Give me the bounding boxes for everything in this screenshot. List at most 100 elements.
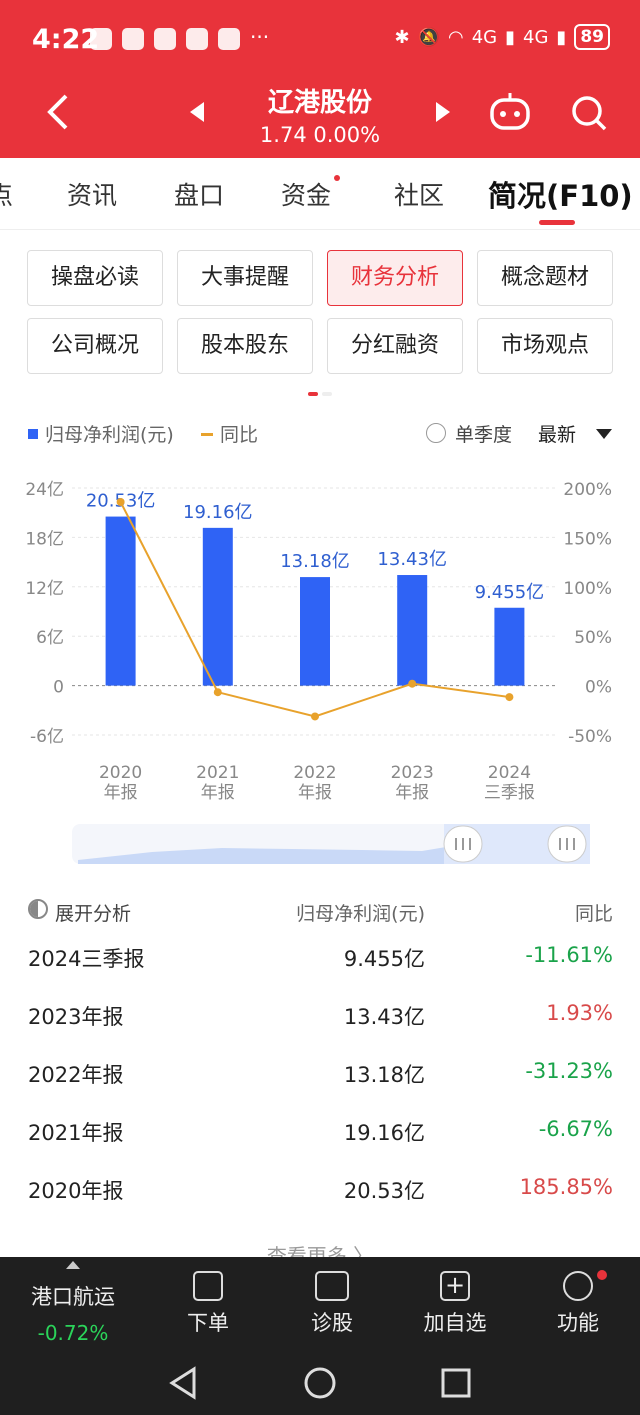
nav-bar: 辽港股份 1.74 0.00% xyxy=(0,80,640,158)
stock-title: 辽港股份 1.74 0.00% xyxy=(0,80,640,147)
tab-f10[interactable]: 简况(F10) xyxy=(488,179,633,213)
line-legend-label: 同比 xyxy=(220,424,259,446)
trading-guide-button[interactable]: 操盘必读 xyxy=(27,250,163,306)
sector-quote[interactable]: 港口航运 -0.72% xyxy=(20,1281,126,1345)
table-row[interactable]: 2022年报 13.18亿 -31.23% xyxy=(28,1045,613,1103)
x-axis-tick-label: 三季报 xyxy=(484,783,535,803)
status-bar: 4:22 ··· ✱ 🔕 ◠ 4G ▮ 4G ▮ 89 xyxy=(0,0,640,80)
battery-indicator: 89 xyxy=(574,24,610,50)
add-watchlist-button[interactable]: + 加自选 xyxy=(420,1271,490,1337)
next-stock-icon[interactable] xyxy=(436,102,450,122)
app-icon xyxy=(218,28,240,50)
yoy-point xyxy=(213,688,222,697)
range-slider[interactable] xyxy=(72,822,590,866)
events-button[interactable]: 大事提醒 xyxy=(177,250,313,306)
functions-notification-dot xyxy=(597,1270,607,1280)
x-axis-tick-label: 2023 xyxy=(391,763,434,783)
expand-analysis-icon[interactable] xyxy=(28,899,48,919)
active-tab-indicator xyxy=(539,220,575,225)
single-quarter-radio[interactable] xyxy=(426,423,446,443)
app-icon xyxy=(154,28,176,50)
prev-stock-icon[interactable] xyxy=(190,102,204,122)
status-time: 4:22 xyxy=(32,24,100,55)
col-profit-header: 归母净利润(元) xyxy=(296,903,425,925)
sector-up-icon xyxy=(66,1261,80,1269)
row-yoy: -6.67% xyxy=(538,1117,613,1141)
x-axis-tick-label: 年报 xyxy=(201,783,235,803)
page-indicator xyxy=(308,392,332,396)
analysis-header: 展开分析 归母净利润(元) 同比 xyxy=(28,895,613,929)
line-legend-swatch xyxy=(201,433,213,436)
analysis-table: 展开分析 归母净利润(元) 同比 2024三季报 9.455亿 -11.61% 202… xyxy=(28,895,613,1219)
financial-analysis-button[interactable]: 财务分析 xyxy=(327,250,463,306)
slider-left-handle[interactable] xyxy=(443,825,483,863)
market-views-button[interactable]: 市场观点 xyxy=(477,318,613,374)
order-button[interactable]: 下单 xyxy=(180,1271,236,1337)
tab-funds-notification-dot xyxy=(334,175,340,181)
app-icon xyxy=(122,28,144,50)
x-axis-tick-label: 年报 xyxy=(298,783,332,803)
nav-recents-icon[interactable] xyxy=(441,1368,471,1398)
app-header: 4:22 ··· ✱ 🔕 ◠ 4G ▮ 4G ▮ 89 辽港股份 1.74 0.… xyxy=(0,0,640,158)
row-profit: 19.16亿 xyxy=(343,1121,425,1145)
x-axis-tick-label: 年报 xyxy=(104,783,138,803)
signal-4g-label-2: 4G xyxy=(523,26,549,48)
bluetooth-icon: ✱ xyxy=(394,26,410,48)
row-profit: 20.53亿 xyxy=(343,1179,425,1203)
row-profit: 13.43亿 xyxy=(343,1005,425,1029)
notification-icons: ··· xyxy=(90,27,269,50)
bar-legend-swatch xyxy=(28,429,38,439)
nav-home-icon[interactable] xyxy=(304,1367,336,1399)
signal-4g-label: 4G xyxy=(471,26,498,48)
table-row[interactable]: 2024三季报 9.455亿 -11.61% xyxy=(28,929,613,987)
chevron-down-icon[interactable] xyxy=(596,429,612,439)
slider-right-handle[interactable] xyxy=(547,825,587,863)
bottom-toolbar: 港口航运 -0.72% 下单 诊股 + 加自选 功能 xyxy=(0,1257,640,1415)
row-profit: 9.455亿 xyxy=(343,947,425,971)
bar xyxy=(105,516,136,686)
concepts-button[interactable]: 概念题材 xyxy=(477,250,613,306)
table-row[interactable]: 2023年报 13.43亿 1.93% xyxy=(28,987,613,1045)
row-yoy: 1.93% xyxy=(546,1001,613,1025)
sector-name: 港口航运 xyxy=(31,1285,115,1309)
y-axis-tick-label: -6亿 xyxy=(30,727,64,747)
section-tabs: 点 资讯 盘口 资金 社区 简况(F10) xyxy=(0,158,640,230)
back-arrow-icon[interactable] xyxy=(40,92,80,132)
app-icon xyxy=(186,28,208,50)
order-icon xyxy=(193,1271,223,1301)
assistant-robot-icon[interactable] xyxy=(488,90,532,134)
diagnose-button[interactable]: 诊股 xyxy=(302,1271,362,1337)
single-quarter-label[interactable]: 单季度 xyxy=(455,424,513,446)
dividends-button[interactable]: 分红融资 xyxy=(327,318,463,374)
yoy-point xyxy=(311,712,319,721)
chart-svg: 24亿200%18亿150%12亿100%6亿50%00%-6亿-50%20.5… xyxy=(25,480,612,803)
yoy-point xyxy=(116,497,125,506)
bar xyxy=(202,527,233,686)
row-yoy: -11.61% xyxy=(525,943,613,967)
diagnose-icon xyxy=(315,1271,349,1301)
shareholders-button[interactable]: 股本股东 xyxy=(177,318,313,374)
signal-icon: ▮ xyxy=(556,26,567,48)
functions-button[interactable]: 功能 xyxy=(548,1271,608,1337)
table-row[interactable]: 2021年报 19.16亿 -6.67% xyxy=(28,1103,613,1161)
sort-dropdown-label[interactable]: 最新 xyxy=(538,424,577,446)
tab-news[interactable]: 资讯 xyxy=(67,181,118,210)
tab-funds[interactable]: 资金 xyxy=(281,181,332,210)
system-indicators: ✱ 🔕 ◠ 4G ▮ 4G ▮ 89 xyxy=(394,24,610,50)
expand-analysis-label[interactable]: 展开分析 xyxy=(55,903,132,925)
bar-value-label: 13.18亿 xyxy=(280,551,350,572)
tab-quotes[interactable]: 盘口 xyxy=(174,181,225,210)
nav-back-icon[interactable] xyxy=(169,1366,196,1400)
table-row[interactable]: 2020年报 20.53亿 185.85% xyxy=(28,1161,613,1219)
tab-partial[interactable]: 点 xyxy=(0,181,14,210)
y2-axis-tick-label: 200% xyxy=(563,480,612,500)
mute-icon: 🔕 xyxy=(417,26,440,48)
row-period: 2024三季报 xyxy=(28,947,145,971)
sector-change: -0.72% xyxy=(37,1321,109,1345)
tab-community[interactable]: 社区 xyxy=(394,181,445,210)
search-icon[interactable] xyxy=(570,94,608,132)
company-overview-button[interactable]: 公司概况 xyxy=(27,318,163,374)
stock-price: 1.74 0.00% xyxy=(259,123,381,147)
row-period: 2022年报 xyxy=(28,1063,124,1087)
stock-name: 辽港股份 xyxy=(267,88,372,118)
